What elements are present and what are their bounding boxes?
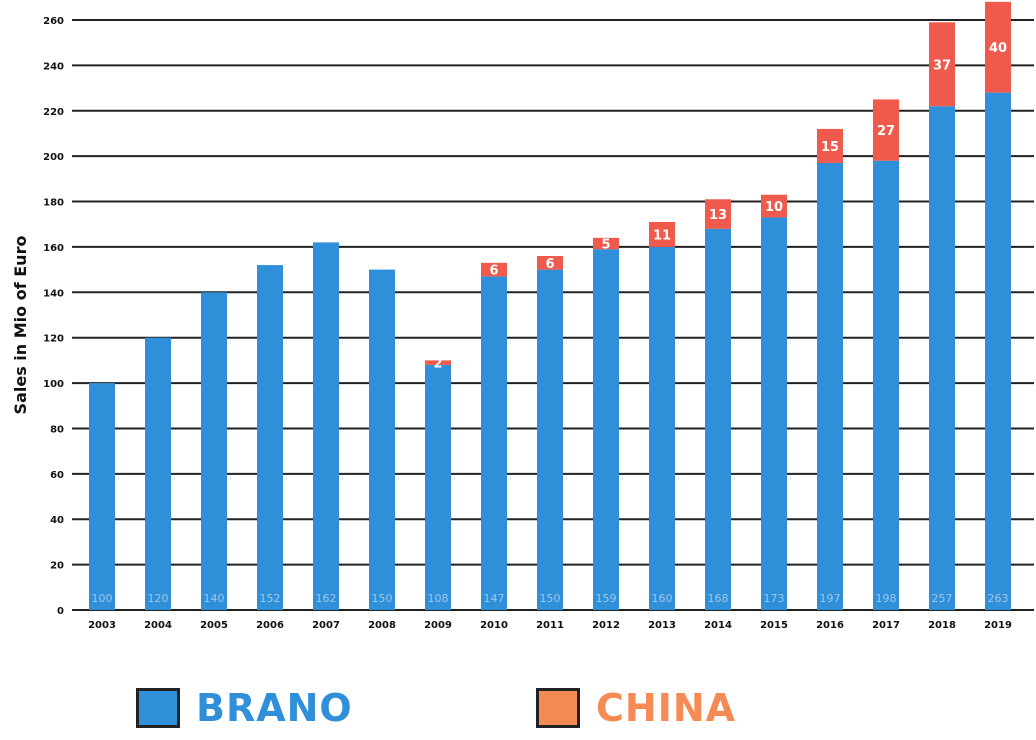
data-label-brano: 159 [596, 592, 617, 605]
y-tick-label: 160 [43, 243, 64, 254]
y-tick-label: 200 [43, 152, 64, 163]
bar-china [593, 237, 619, 250]
bar-brano [369, 269, 395, 610]
bar-china [537, 256, 563, 270]
y-tick-label: 40 [50, 515, 64, 526]
data-label-brano: 140 [204, 592, 225, 605]
bar-brano [649, 246, 675, 610]
y-tick-label: 0 [57, 606, 64, 617]
data-label-brano: 173 [764, 592, 785, 605]
data-label-brano: 147 [484, 592, 505, 605]
bar-china [929, 22, 955, 107]
data-label-china: 6 [545, 257, 554, 272]
x-tick-label: 2010 [480, 620, 508, 631]
data-label-china: 40 [989, 41, 1007, 56]
bar-china [425, 360, 451, 365]
bar-brano [817, 162, 843, 610]
data-label-brano: 108 [428, 592, 449, 605]
bar-brano [201, 292, 227, 610]
data-label-brano: 263 [988, 592, 1009, 605]
data-label-brano: 198 [876, 592, 897, 605]
bar-brano [593, 249, 619, 610]
y-tick-label: 60 [50, 470, 64, 481]
data-label-brano: 152 [260, 592, 281, 605]
data-label-china: 10 [765, 200, 783, 215]
x-tick-label: 2007 [312, 620, 340, 631]
bar-brano [145, 337, 171, 610]
data-label-china: 2 [433, 357, 442, 372]
data-label-brano: 162 [316, 592, 337, 605]
y-tick-label: 80 [50, 424, 64, 435]
y-tick-label: 180 [43, 198, 64, 209]
data-label-china: 37 [933, 58, 951, 73]
bar-china [873, 99, 899, 161]
data-label-china: 15 [821, 140, 839, 155]
x-tick-label: 2015 [760, 620, 788, 631]
data-label-brano: 150 [372, 592, 393, 605]
y-tick-label: 240 [43, 61, 64, 72]
data-label-china: 13 [709, 208, 727, 223]
legend-item-brano: BRANO [136, 682, 353, 734]
y-tick-label: 100 [43, 379, 64, 390]
bar-brano [985, 92, 1011, 611]
x-tick-label: 2006 [256, 620, 284, 631]
bar-china [705, 199, 731, 229]
bar-brano [705, 228, 731, 610]
y-tick-label: 260 [43, 16, 64, 27]
bar-brano [481, 276, 507, 610]
bar-china [649, 221, 675, 247]
x-tick-label: 2017 [872, 620, 900, 631]
x-tick-label: 2005 [200, 620, 228, 631]
data-label-china: 5 [601, 238, 610, 253]
x-tick-label: 2019 [984, 620, 1012, 631]
x-tick-label: 2004 [144, 620, 172, 631]
bar-brano [425, 364, 451, 610]
bar-china [481, 262, 507, 277]
x-tick-label: 2016 [816, 620, 844, 631]
data-label-brano: 100 [92, 592, 113, 605]
x-tick-label: 2009 [424, 620, 452, 631]
bar-china [817, 128, 843, 163]
data-label-china: 11 [653, 228, 671, 243]
bar-brano [257, 265, 283, 610]
y-tick-label: 20 [50, 561, 64, 572]
data-label-china: 27 [877, 124, 895, 139]
bar-brano [313, 242, 339, 610]
data-label-china: 6 [489, 264, 498, 279]
bar-china [761, 194, 787, 218]
bar-brano [761, 217, 787, 610]
legend-label-china: CHINA [596, 686, 737, 730]
y-tick-label: 220 [43, 107, 64, 118]
bar-china [985, 1, 1011, 93]
x-tick-label: 2011 [536, 620, 564, 631]
y-tick-label: 140 [43, 288, 64, 299]
legend-item-china: CHINA [536, 682, 736, 734]
data-label-brano: 150 [540, 592, 561, 605]
bar-brano [929, 106, 955, 610]
y-tick-label: 120 [43, 334, 64, 345]
data-label-brano: 160 [652, 592, 673, 605]
x-tick-label: 2008 [368, 620, 396, 631]
legend-swatch-china [536, 688, 580, 728]
x-tick-label: 2003 [88, 620, 116, 631]
legend-label-brano: BRANO [196, 686, 353, 730]
chart-svg: 020406080100120140160180200220240260Sale… [11, 1, 1034, 631]
bar-brano [873, 160, 899, 610]
bar-brano [537, 269, 563, 610]
x-tick-label: 2012 [592, 620, 620, 631]
data-label-brano: 197 [820, 592, 841, 605]
data-label-brano: 257 [932, 592, 953, 605]
data-label-brano: 120 [148, 592, 169, 605]
x-tick-label: 2018 [928, 620, 956, 631]
x-tick-label: 2013 [648, 620, 676, 631]
bar-brano [89, 383, 115, 610]
x-tick-label: 2014 [704, 620, 732, 631]
y-axis-label: Sales in Mio of Euro [11, 236, 30, 415]
legend-swatch-brano [136, 688, 180, 728]
data-label-brano: 168 [708, 592, 729, 605]
